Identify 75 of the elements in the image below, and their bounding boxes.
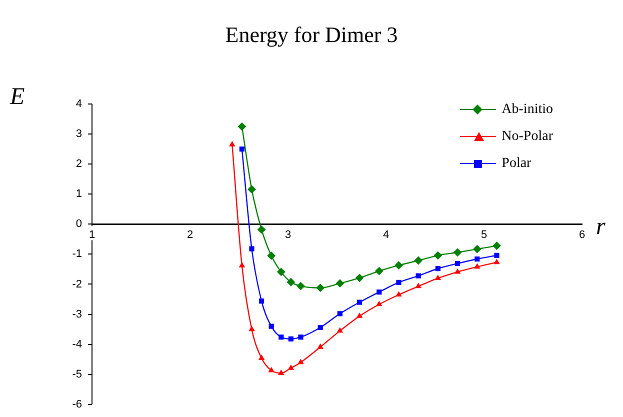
x-tick-label: 1 — [88, 228, 96, 241]
point — [276, 268, 286, 276]
point — [238, 122, 246, 131]
point — [298, 334, 304, 340]
y-tick-label: -1 — [72, 248, 82, 260]
x-tick-label: 6 — [578, 228, 586, 241]
point — [374, 266, 384, 276]
point — [356, 312, 363, 318]
point — [434, 251, 442, 260]
point — [278, 334, 284, 340]
point — [376, 290, 382, 295]
y-tick-label: -4 — [72, 338, 82, 350]
chart-title: Energy for Dimer 3 — [224, 22, 399, 48]
y-tick-label: 3 — [76, 128, 82, 140]
point — [239, 146, 244, 152]
point — [472, 244, 482, 254]
point — [435, 266, 440, 272]
point — [454, 260, 460, 266]
point — [394, 261, 403, 270]
point — [415, 282, 422, 288]
y-tick-label: -5 — [72, 368, 82, 380]
point — [249, 246, 254, 252]
x-tick-label: 5 — [480, 228, 488, 241]
legend-label: No-Polar — [502, 129, 553, 144]
point — [336, 327, 344, 333]
point — [337, 311, 342, 316]
y-tick-label: -3 — [72, 308, 82, 320]
x-axis-title: r — [596, 214, 606, 241]
point — [296, 282, 305, 290]
point — [453, 248, 462, 257]
y-tick-label: 0 — [76, 218, 82, 230]
point — [258, 298, 264, 304]
y-tick-label: 4 — [76, 98, 82, 110]
point — [288, 364, 294, 370]
legend-label: Polar — [502, 156, 532, 171]
point — [288, 336, 294, 342]
point — [396, 280, 402, 285]
point — [494, 252, 500, 258]
point — [257, 225, 266, 234]
point — [238, 262, 246, 268]
point — [474, 263, 480, 269]
y-tick-label: -2 — [72, 278, 82, 290]
point — [355, 274, 364, 282]
point — [376, 300, 382, 306]
point — [494, 258, 500, 264]
point — [268, 366, 274, 372]
y-tick-label: -6 — [72, 398, 82, 410]
legend-label: Ab-initio — [502, 102, 553, 117]
x-tick-label: 3 — [284, 228, 292, 241]
x-tick-label: 2 — [186, 228, 194, 241]
point — [434, 274, 442, 280]
y-tick-label: 2 — [76, 158, 82, 170]
x-tick-label: 4 — [382, 228, 390, 241]
point — [336, 279, 344, 288]
point — [286, 278, 296, 286]
point — [229, 140, 236, 146]
point — [268, 324, 274, 329]
y-axis-title: E — [10, 84, 25, 111]
point — [396, 291, 402, 297]
point — [356, 300, 362, 305]
point — [298, 358, 304, 364]
point — [474, 256, 480, 262]
point — [318, 324, 323, 330]
point — [492, 242, 501, 250]
point — [267, 252, 276, 260]
point — [258, 354, 265, 360]
point — [416, 273, 421, 278]
point — [316, 284, 325, 292]
point — [317, 343, 324, 349]
point — [248, 326, 255, 332]
point — [414, 256, 423, 265]
y-tick-label: 1 — [76, 188, 82, 200]
point — [454, 268, 461, 274]
point — [278, 370, 284, 375]
point — [248, 185, 256, 194]
